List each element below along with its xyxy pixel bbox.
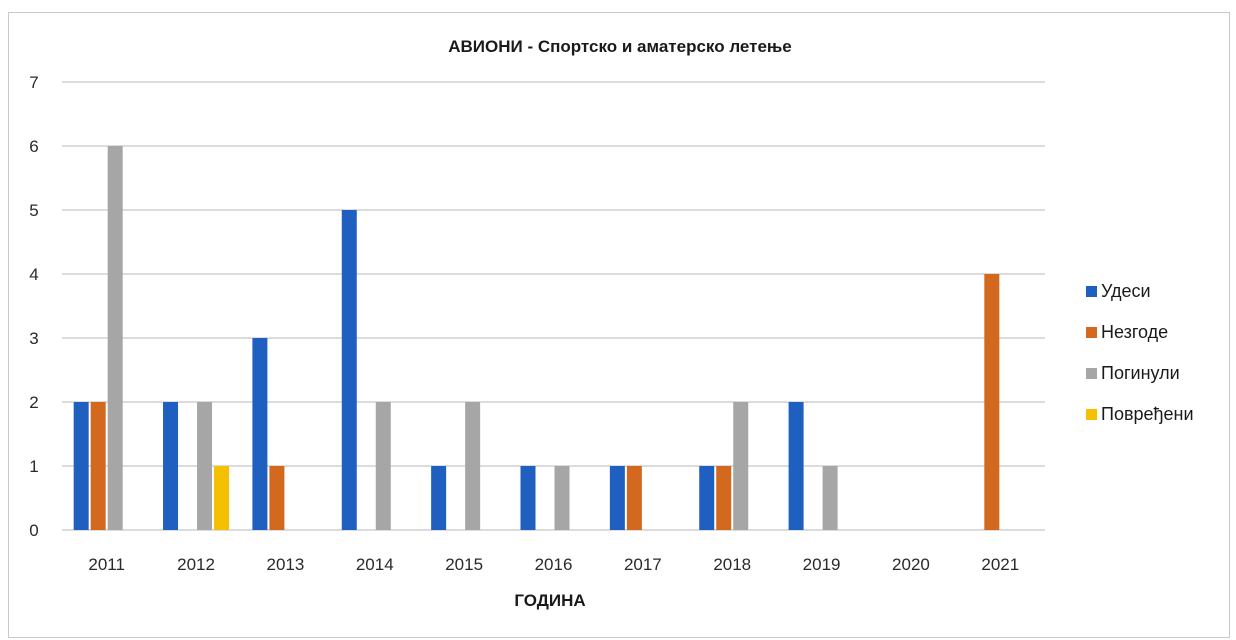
bar-Погинули-2016 — [554, 466, 570, 530]
x-tick-label: 2017 — [624, 555, 662, 574]
y-tick-label: 2 — [29, 393, 38, 412]
y-tick-label: 1 — [29, 457, 38, 476]
legend-label: Повређени — [1101, 404, 1194, 424]
y-tick-label: 6 — [29, 137, 38, 156]
y-tick-label: 0 — [29, 521, 38, 540]
bar-Незгоде-2017 — [626, 466, 642, 530]
legend-label: Удеси — [1101, 281, 1151, 301]
legend-swatch — [1086, 327, 1097, 338]
bar-Погинули-2011 — [107, 146, 123, 530]
y-tick-label: 7 — [29, 73, 38, 92]
bar-Удеси-2015 — [431, 466, 447, 530]
y-tick-label: 5 — [29, 201, 38, 220]
bar-Удеси-2012 — [163, 402, 179, 530]
bar-Незгоде-2021 — [984, 274, 1000, 530]
x-tick-label: 2011 — [88, 555, 125, 574]
bar-Погинули-2015 — [465, 402, 481, 530]
x-axis-ticks: 2011 2012 2013 2014 2015 2016 2017 2018 2019 2020… — [88, 555, 1019, 574]
x-tick-label: 2012 — [177, 555, 215, 574]
legend-label: Незгоде — [1101, 322, 1168, 342]
bar-Удеси-2014 — [341, 210, 357, 530]
bar-Удеси-2018 — [699, 466, 715, 530]
x-tick-label: 2019 — [803, 555, 841, 574]
y-axis-ticks: 0 1 2 3 4 5 6 7 — [29, 73, 38, 540]
x-tick-label: 2014 — [356, 555, 394, 574]
x-tick-label: 2015 — [445, 555, 483, 574]
bar-Погинули-2012 — [197, 402, 213, 530]
legend: Удеси Незгоде Погинули Повређени — [1086, 281, 1194, 424]
x-tick-label: 2020 — [892, 555, 930, 574]
legend-swatch — [1086, 409, 1097, 420]
chart-title: АВИОНИ - Спортско и аматерско летење — [448, 37, 792, 56]
bar-Погинули-2018 — [733, 402, 749, 530]
bar-Удеси-2011 — [73, 402, 89, 530]
x-axis-label: ГОДИНА — [514, 591, 585, 610]
bar-Удеси-2019 — [788, 402, 804, 530]
bar-Незгоде-2013 — [269, 466, 285, 530]
bar-Незгоде-2011 — [90, 402, 106, 530]
y-tick-label: 3 — [29, 329, 38, 348]
legend-swatch — [1086, 286, 1097, 297]
bar-Незгоде-2018 — [716, 466, 732, 530]
bar-Удеси-2016 — [520, 466, 536, 530]
legend-swatch — [1086, 368, 1097, 379]
bar-Удеси-2013 — [252, 338, 268, 530]
bar-Погинули-2019 — [822, 466, 838, 530]
x-tick-label: 2013 — [266, 555, 304, 574]
bar-Повређени-2012 — [214, 466, 230, 530]
x-tick-label: 2016 — [535, 555, 573, 574]
x-tick-label: 2021 — [981, 555, 1019, 574]
bars — [73, 146, 1000, 530]
legend-label: Погинули — [1101, 363, 1180, 383]
bar-Удеси-2017 — [609, 466, 625, 530]
chart-frame — [8, 12, 1230, 638]
y-tick-label: 4 — [29, 265, 38, 284]
bar-Погинули-2014 — [375, 402, 391, 530]
x-tick-label: 2018 — [713, 555, 751, 574]
